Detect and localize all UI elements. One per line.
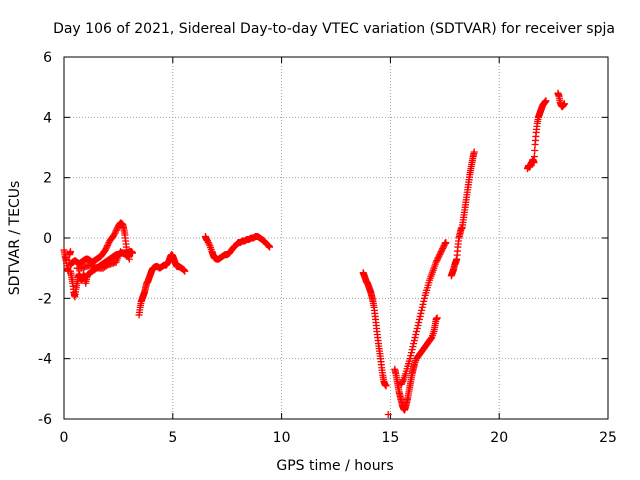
data-point (418, 303, 426, 311)
data-point (419, 300, 427, 308)
data-point (420, 297, 428, 305)
data-point (204, 239, 212, 247)
x-tick-label: 25 (599, 430, 617, 446)
data-point (420, 294, 428, 302)
data-point (432, 258, 440, 266)
y-axis-label: SDTVAR / TECUs (7, 181, 23, 296)
data-point (433, 257, 441, 265)
data-point (412, 331, 420, 339)
data-point (398, 379, 406, 387)
data-point (414, 321, 422, 329)
data-point (530, 153, 538, 161)
data-point (560, 100, 568, 108)
data-point (439, 245, 447, 253)
data-point (434, 254, 442, 262)
chart-title: Day 106 of 2021, Sidereal Day-to-day VTE… (53, 21, 615, 37)
x-tick-label: 10 (273, 430, 291, 446)
data-points (60, 89, 568, 418)
data-point (266, 243, 274, 251)
data-point (413, 325, 421, 332)
data-point (415, 315, 423, 323)
y-tick-label: 2 (43, 171, 52, 187)
data-point (125, 252, 133, 260)
data-point (442, 239, 450, 247)
data-point (436, 249, 444, 257)
data-point (438, 246, 446, 254)
data-point (531, 147, 539, 155)
y-tick-label: -2 (38, 291, 52, 307)
data-point (204, 237, 212, 245)
data-point (437, 248, 445, 256)
data-point (113, 225, 121, 233)
data-point (418, 306, 426, 314)
data-point (103, 243, 111, 251)
data-point (406, 355, 414, 363)
data-point (104, 240, 112, 248)
data-point (542, 97, 550, 105)
axis-ticks: 0 5 10 15 20 25 -6 -4 -2 0 2 4 6 (38, 50, 617, 446)
data-point (433, 314, 441, 322)
data-point (435, 252, 443, 260)
data-point (530, 159, 538, 167)
data-point (384, 410, 392, 418)
x-tick-label: 5 (168, 430, 177, 446)
data-point (397, 380, 405, 388)
y-tick-label: -6 (38, 412, 52, 428)
data-point (434, 255, 442, 263)
data-point (411, 334, 419, 342)
data-point (110, 231, 118, 239)
data-point (408, 346, 416, 354)
data-point (102, 245, 110, 253)
data-point (427, 335, 435, 343)
data-point (382, 382, 390, 390)
y-tick-label: 6 (43, 50, 52, 66)
data-point (410, 340, 418, 348)
data-point (101, 246, 109, 254)
data-point (436, 251, 444, 259)
y-tick-label: 4 (43, 110, 52, 126)
grid (64, 57, 608, 419)
x-axis-label: GPS time / hours (276, 458, 393, 474)
y-tick-label: -4 (38, 352, 52, 368)
data-point (111, 228, 119, 236)
data-point (410, 337, 418, 345)
data-point (181, 267, 189, 275)
data-point (112, 226, 120, 234)
data-point (439, 243, 447, 251)
data-point (114, 252, 122, 260)
data-point (415, 318, 423, 326)
data-point (104, 242, 112, 250)
data-point (399, 377, 407, 385)
x-tick-label: 20 (490, 430, 508, 446)
data-point (407, 352, 415, 360)
data-point (67, 248, 75, 256)
data-point (413, 328, 421, 336)
data-point (416, 312, 424, 320)
data-point (205, 240, 213, 248)
data-point (407, 349, 415, 357)
x-tick-label: 0 (60, 430, 69, 446)
y-tick-label: 0 (43, 231, 52, 247)
data-point (470, 148, 478, 156)
data-point (417, 309, 425, 317)
x-tick-label: 15 (381, 430, 399, 446)
data-point (409, 343, 417, 351)
data-point (111, 229, 119, 237)
